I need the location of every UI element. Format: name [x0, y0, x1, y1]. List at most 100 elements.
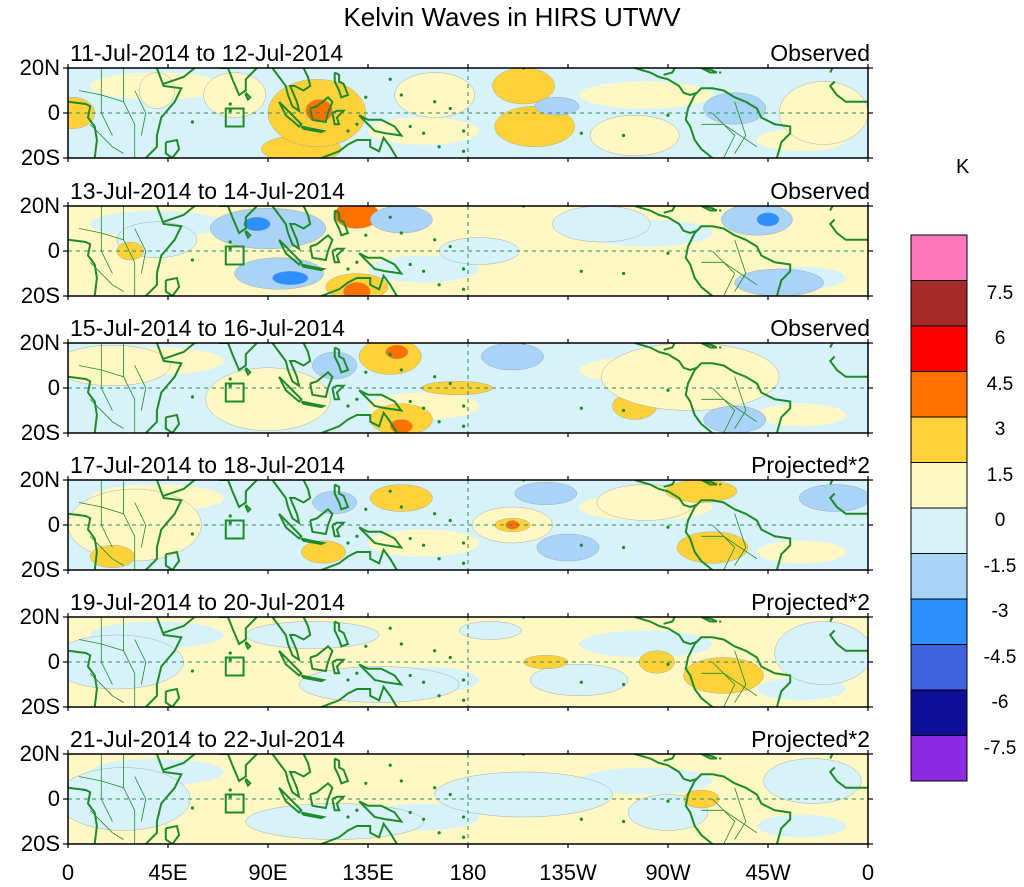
colorbar-label: -1.5: [983, 555, 1017, 577]
island-dot: [461, 267, 466, 271]
anomaly-contour: [590, 115, 680, 156]
anomaly-contour: [68, 345, 171, 386]
island-dot: [190, 532, 195, 536]
anomaly-contour: [385, 345, 409, 359]
coastline: [358, 252, 404, 275]
island-dot: [461, 561, 466, 565]
coastline: [684, 780, 714, 844]
island-dot: [355, 397, 359, 401]
lat-tick-label: 20N: [19, 330, 60, 355]
coastline: [163, 206, 196, 223]
island-dot: [399, 93, 403, 97]
panel-type-label: Projected*2: [751, 726, 870, 752]
country-border: [712, 250, 736, 296]
coastline: [828, 355, 868, 378]
anomaly-contour: [458, 621, 522, 640]
country-border: [79, 228, 124, 241]
island-dot: [355, 260, 359, 264]
colorbar-label: 6: [994, 328, 1006, 349]
coastline: [828, 218, 868, 241]
anomaly-contour: [601, 343, 780, 411]
panel-date-range: 13-Jul-2014 to 14-Jul-2014: [70, 178, 345, 204]
coastline: [333, 71, 350, 99]
island-dot: [346, 404, 350, 408]
coastline: [244, 778, 252, 788]
coastline: [271, 754, 312, 800]
island-dot: [579, 406, 583, 410]
coastline: [271, 617, 312, 663]
island-dot: [621, 408, 626, 413]
colorbar-label: -7.5: [983, 737, 1017, 759]
lat-tick-label: 20S: [20, 831, 60, 856]
coastline: [145, 343, 183, 433]
island-dot: [190, 258, 195, 262]
country-border: [79, 502, 124, 515]
coastline: [309, 507, 334, 536]
country-border: [734, 787, 747, 840]
coastline: [309, 370, 334, 399]
anomaly-band: [756, 814, 846, 838]
country-border: [734, 101, 747, 154]
coastline: [219, 480, 258, 509]
island-dot: [461, 287, 466, 291]
island-dot: [666, 799, 670, 803]
country-border: [134, 228, 147, 274]
country-border: [79, 776, 124, 789]
coastline: [684, 643, 714, 707]
country-border: [134, 365, 147, 411]
anomaly-band: [368, 117, 480, 145]
island-dot: [190, 669, 195, 673]
island-dot: [461, 149, 466, 153]
map-panel-5: [68, 617, 868, 707]
coastline: [358, 526, 404, 549]
lat-tick-label: 0: [47, 238, 60, 263]
coastline: [333, 209, 350, 237]
anomaly-contour: [370, 206, 433, 234]
anomaly-contour: [798, 484, 868, 512]
coastline: [693, 362, 792, 433]
country-border: [712, 798, 736, 844]
island-dot: [579, 680, 583, 684]
coastline: [320, 684, 398, 707]
island-dot: [461, 678, 466, 682]
coastline: [163, 617, 196, 634]
island-dot: [579, 543, 583, 547]
coastline: [68, 238, 98, 296]
panel-date-range: 21-Jul-2014 to 22-Jul-2014: [70, 726, 345, 752]
island-dot: [346, 815, 350, 819]
island-dot: [666, 251, 670, 255]
coastline: [300, 263, 327, 272]
island-dot: [388, 626, 392, 630]
coastline: [145, 480, 183, 570]
coastline: [828, 80, 868, 103]
island-dot: [399, 368, 403, 372]
region-box: [224, 382, 245, 403]
island-dot: [355, 808, 359, 812]
island-dot: [421, 269, 426, 273]
country-border: [712, 112, 736, 158]
lat-tick-label: 20N: [19, 604, 60, 629]
island-dot: [364, 781, 368, 785]
island-dot: [421, 680, 426, 684]
coastline: [634, 617, 698, 646]
coastline: [663, 617, 676, 625]
anomaly-contour: [138, 72, 175, 109]
coastline: [300, 674, 327, 683]
anomaly-band: [756, 403, 846, 427]
island-dot: [355, 534, 359, 538]
island-dot: [190, 120, 195, 124]
coastline: [700, 617, 718, 623]
coastline: [163, 480, 196, 497]
coastline: [320, 821, 398, 844]
island-dot: [346, 267, 350, 271]
island-dot: [421, 406, 426, 410]
coastline: [300, 811, 327, 820]
anomaly-contour: [523, 655, 569, 669]
lat-tick-label: 20N: [19, 55, 60, 80]
island-dot: [228, 377, 232, 381]
island-dot: [355, 671, 359, 675]
island-dot: [388, 763, 392, 767]
coastline: [300, 125, 327, 134]
island-dot: [388, 77, 392, 81]
country-border: [134, 502, 147, 548]
